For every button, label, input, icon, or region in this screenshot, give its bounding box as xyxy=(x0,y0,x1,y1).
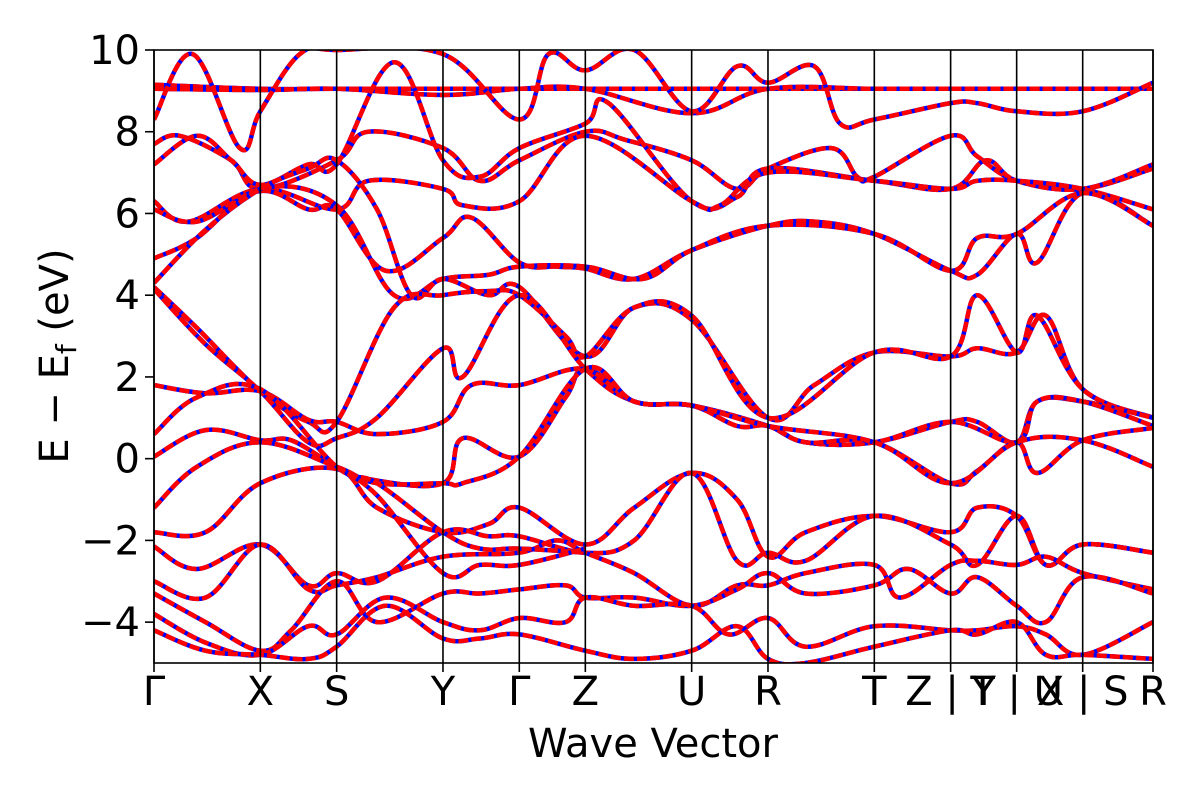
band-line-red xyxy=(154,50,1153,153)
band-line-red xyxy=(154,287,1153,449)
x-tick-label: Γ xyxy=(143,669,166,715)
band-line-blue xyxy=(154,285,1153,435)
x-tick-label: T | U xyxy=(969,669,1063,715)
band-line-red xyxy=(154,603,1153,663)
y-axis: −4 −2 0 2 4 6 8 10 xyxy=(81,28,154,646)
x-tick-label: X xyxy=(247,669,274,715)
y-tick-label: 8 xyxy=(115,110,140,156)
band-line-blue xyxy=(154,381,586,555)
band-line-red xyxy=(154,188,1153,282)
band-line-blue xyxy=(154,287,1153,449)
x-tick-label: R xyxy=(754,669,782,715)
band-line-blue xyxy=(154,50,1153,153)
y-tick-label: 2 xyxy=(115,355,140,401)
x-tick-label: S xyxy=(324,669,349,715)
y-axis-title-sub: f xyxy=(50,343,83,354)
y-tick-label: 4 xyxy=(115,273,140,319)
bands-layer xyxy=(154,50,1153,663)
y-tick-label: −2 xyxy=(81,518,140,564)
band-line-red xyxy=(154,285,1153,435)
y-tick-label: 10 xyxy=(89,28,140,74)
x-tick-label: T xyxy=(861,669,887,715)
band-line-red xyxy=(154,155,1153,423)
y-tick-label: −4 xyxy=(81,600,140,646)
band-line-red xyxy=(154,364,1153,510)
band-line-blue xyxy=(154,470,1153,589)
y-tick-label: 0 xyxy=(115,437,140,483)
plot-frame xyxy=(153,49,1154,664)
x-tick-label: Z | Y xyxy=(905,669,996,715)
x-tick-label: X | S xyxy=(1037,669,1129,715)
band-line-red xyxy=(154,128,1153,192)
band-line-red xyxy=(154,133,1153,224)
band-line-red xyxy=(154,594,1153,658)
x-tick-label: Γ xyxy=(508,669,531,715)
x-tick-label: Z xyxy=(572,669,599,715)
x-tick-label: Y xyxy=(430,669,456,715)
band-line-red xyxy=(154,184,1153,302)
band-line-red xyxy=(154,381,586,555)
band-line-red xyxy=(335,464,586,580)
y-axis-title-main: E − E xyxy=(32,354,78,464)
x-tick-label: R xyxy=(1139,669,1167,715)
kpoint-lines xyxy=(153,50,1154,663)
band-line-blue xyxy=(154,155,1153,423)
y-tick-label: 6 xyxy=(115,191,140,237)
band-line-red xyxy=(154,470,1153,589)
x-tick-label: U xyxy=(677,669,706,715)
x-axis-title: Wave Vector xyxy=(528,721,779,767)
y-axis-title: E − Ef (eV) xyxy=(32,248,83,463)
y-axis-title-unit: (eV) xyxy=(32,248,78,344)
